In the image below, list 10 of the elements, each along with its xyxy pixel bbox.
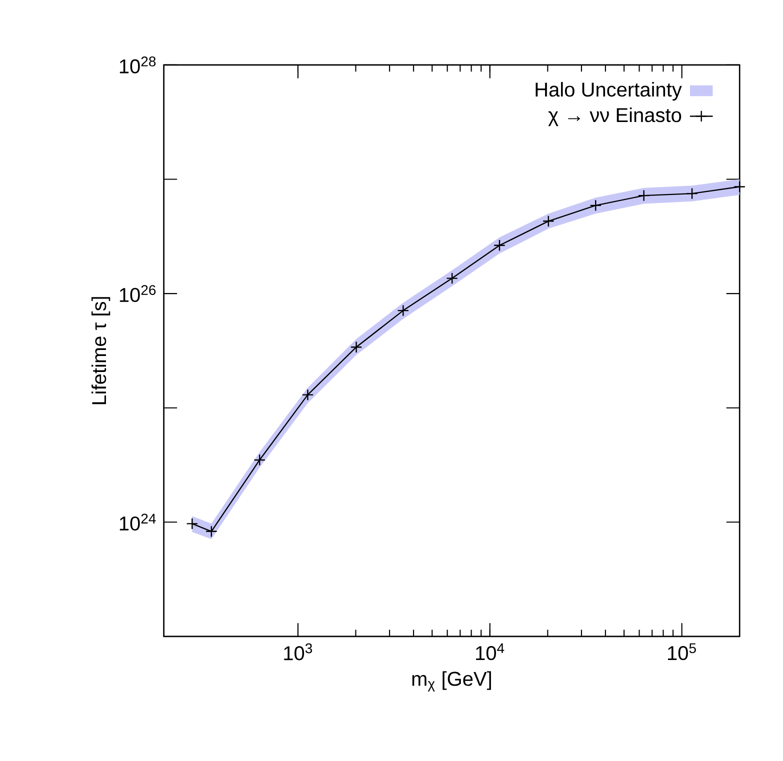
- y-axis-title: Lifetime τ [s]: [91, 297, 110, 404]
- x-tick-label: 10$^{4}$: [476, 643, 504, 660]
- y-tick-label: 10$^{24}$: [120, 514, 156, 531]
- y-tick-label: 10$^{28}$: [120, 56, 156, 74]
- annotation: Halo Uncertainty: [536, 82, 682, 101]
- x-axis-title: m$_{χ}$ [GeV]: [412, 671, 491, 692]
- y-tick-label: 10$^{26}$: [120, 285, 156, 302]
- legend-label: χ → νν Einasto: [548, 107, 682, 126]
- x-tick-label: 10$^{3}$: [284, 643, 312, 660]
- x-tick-label: 10$^{5}$: [668, 643, 696, 660]
